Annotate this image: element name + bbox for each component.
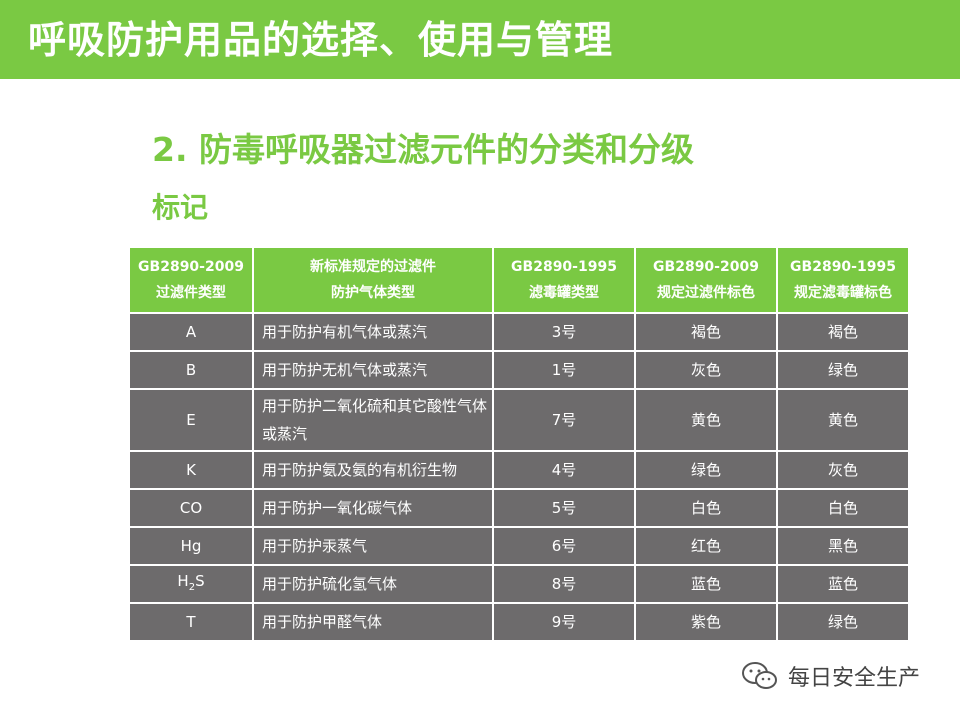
watermark-text: 每日安全生产 — [788, 666, 921, 691]
cell-desc: 用于防护有机气体或蒸汽 — [252, 312, 494, 352]
header-old-canister-type: GB2890-1995 滤毒罐类型 — [492, 246, 636, 314]
cell-desc: 用于防护无机气体或蒸汽 — [252, 350, 494, 390]
cell-type: Hg — [128, 526, 254, 566]
title-bar: 呼吸防护用品的选择、使用与管理 — [0, 0, 960, 79]
cell-new-color: 绿色 — [634, 450, 778, 490]
cell-old-color: 灰色 — [776, 450, 910, 490]
table-row: T 用于防护甲醛气体 9号 紫色 绿色 — [128, 602, 910, 642]
table-row: H2S 用于防护硫化氢气体 8号 蓝色 蓝色 — [128, 564, 910, 604]
cell-desc: 用于防护汞蒸气 — [252, 526, 494, 566]
cell-type: H2S — [128, 564, 254, 604]
table-row: K 用于防护氨及氨的有机衍生物 4号 绿色 灰色 — [128, 450, 910, 490]
cell-old-color: 绿色 — [776, 350, 910, 390]
cell-type: B — [128, 350, 254, 390]
cell-desc: 用于防护硫化氢气体 — [252, 564, 494, 604]
table-row: CO 用于防护一氧化碳气体 5号 白色 白色 — [128, 488, 910, 528]
cell-type: T — [128, 602, 254, 642]
header-new-color: GB2890-2009 规定过滤件标色 — [634, 246, 778, 314]
section-heading: 2. 防毒呼吸器过滤元件的分类和分级 — [152, 130, 694, 169]
slide-title: 呼吸防护用品的选择、使用与管理 — [28, 18, 614, 62]
cell-new-color: 白色 — [634, 488, 778, 528]
cell-old-type: 8号 — [492, 564, 636, 604]
cell-new-color: 红色 — [634, 526, 778, 566]
table-row: Hg 用于防护汞蒸气 6号 红色 黑色 — [128, 526, 910, 566]
cell-desc: 用于防护氨及氨的有机衍生物 — [252, 450, 494, 490]
cell-type: E — [128, 388, 254, 452]
cell-new-color: 灰色 — [634, 350, 778, 390]
filter-classification-table: GB2890-2009 过滤件类型 新标准规定的过滤件 防护气体类型 GB2890-… — [128, 246, 910, 642]
cell-desc: 用于防护二氧化硫和其它酸性气体或蒸汽 — [252, 388, 494, 452]
cell-old-color: 褐色 — [776, 312, 910, 352]
cell-desc: 用于防护甲醛气体 — [252, 602, 494, 642]
cell-old-color: 蓝色 — [776, 564, 910, 604]
cell-old-type: 1号 — [492, 350, 636, 390]
cell-old-color: 黄色 — [776, 388, 910, 452]
cell-type: K — [128, 450, 254, 490]
header-filter-type: GB2890-2009 过滤件类型 — [128, 246, 254, 314]
wechat-icon — [742, 662, 777, 689]
table-row: B 用于防护无机气体或蒸汽 1号 灰色 绿色 — [128, 350, 910, 390]
header-old-color: GB2890-1995 规定滤毒罐标色 — [776, 246, 910, 314]
cell-desc: 用于防护一氧化碳气体 — [252, 488, 494, 528]
cell-new-color: 蓝色 — [634, 564, 778, 604]
cell-old-color: 绿色 — [776, 602, 910, 642]
cell-old-type: 9号 — [492, 602, 636, 642]
watermark: 每日安全生产 — [740, 660, 920, 692]
header-protection-gas: 新标准规定的过滤件 防护气体类型 — [252, 246, 494, 314]
cell-type: A — [128, 312, 254, 352]
table-row: A 用于防护有机气体或蒸汽 3号 褐色 褐色 — [128, 312, 910, 352]
section-subheading: 标记 — [152, 191, 209, 224]
cell-type: CO — [128, 488, 254, 528]
cell-old-type: 7号 — [492, 388, 636, 452]
cell-old-type: 3号 — [492, 312, 636, 352]
cell-old-type: 4号 — [492, 450, 636, 490]
cell-old-type: 5号 — [492, 488, 636, 528]
cell-new-color: 黄色 — [634, 388, 778, 452]
table-header-row: GB2890-2009 过滤件类型 新标准规定的过滤件 防护气体类型 GB2890-… — [128, 246, 910, 314]
cell-new-color: 褐色 — [634, 312, 778, 352]
cell-old-type: 6号 — [492, 526, 636, 566]
cell-old-color: 白色 — [776, 488, 910, 528]
cell-old-color: 黑色 — [776, 526, 910, 566]
cell-new-color: 紫色 — [634, 602, 778, 642]
table-row: E 用于防护二氧化硫和其它酸性气体或蒸汽 7号 黄色 黄色 — [128, 388, 910, 452]
